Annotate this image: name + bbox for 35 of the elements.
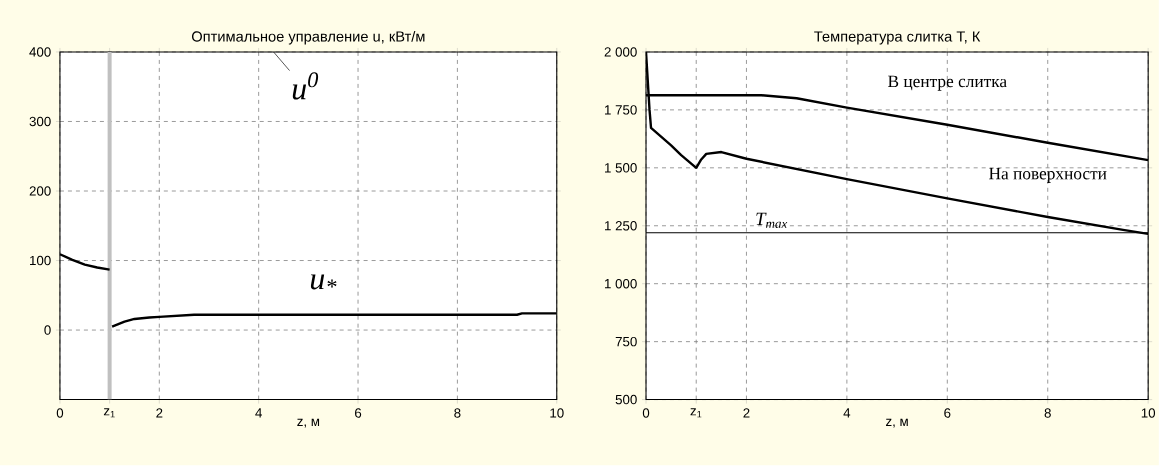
y-tick-label: 500 [615, 395, 637, 405]
y-tick-label: 1 750 [605, 105, 637, 115]
y-tick-label: 300 [29, 117, 51, 127]
x-tick-label: z$_{1}$ [690, 408, 702, 418]
x-tick-label: z$_{1}$ [103, 408, 115, 418]
x-tick-label: 2 [743, 408, 750, 418]
y-tick-label: 1 500 [605, 163, 637, 173]
y-tick-label: 100 [30, 256, 51, 266]
x-tick-label: 6 [944, 408, 951, 418]
x-axis-title: z, м [297, 419, 320, 428]
x-tick-label: 8 [1044, 408, 1051, 418]
y-tick-label: 200 [29, 186, 51, 196]
x-tick-label: 10 [550, 408, 564, 418]
y-tick-label: 1 000 [605, 279, 637, 289]
y-tick-label: 400 [29, 47, 51, 57]
x-tick-label: 6 [355, 408, 362, 418]
y-tick-label: 750 [615, 337, 637, 347]
x-tick-label: 0 [56, 408, 64, 418]
chart-title: Оптимальное управление u, кВт/м [191, 31, 425, 45]
annotation: u$^{0}$ [292, 72, 319, 100]
annotation: На поверхности [989, 168, 1107, 184]
ref-line-label: T$_{max}$ [756, 213, 788, 229]
x-tick-label: 10 [1141, 408, 1156, 418]
y-tick-label: 0 [44, 325, 51, 335]
chart-title: Температура слитка T, К [814, 31, 981, 45]
annotation: u$_{*}$ [310, 274, 337, 290]
x-tick-label: 2 [156, 408, 163, 418]
x-tick-label: 8 [454, 408, 461, 418]
x-tick-label: 0 [642, 408, 650, 418]
x-tick-label: 4 [843, 408, 851, 418]
y-tick-label: 2 000 [604, 47, 637, 57]
x-tick-label: 4 [255, 408, 262, 418]
annotation: В центре слитка [888, 75, 1007, 91]
y-tick-label: 1 250 [605, 221, 637, 231]
x-axis-title: z, м [886, 419, 908, 428]
